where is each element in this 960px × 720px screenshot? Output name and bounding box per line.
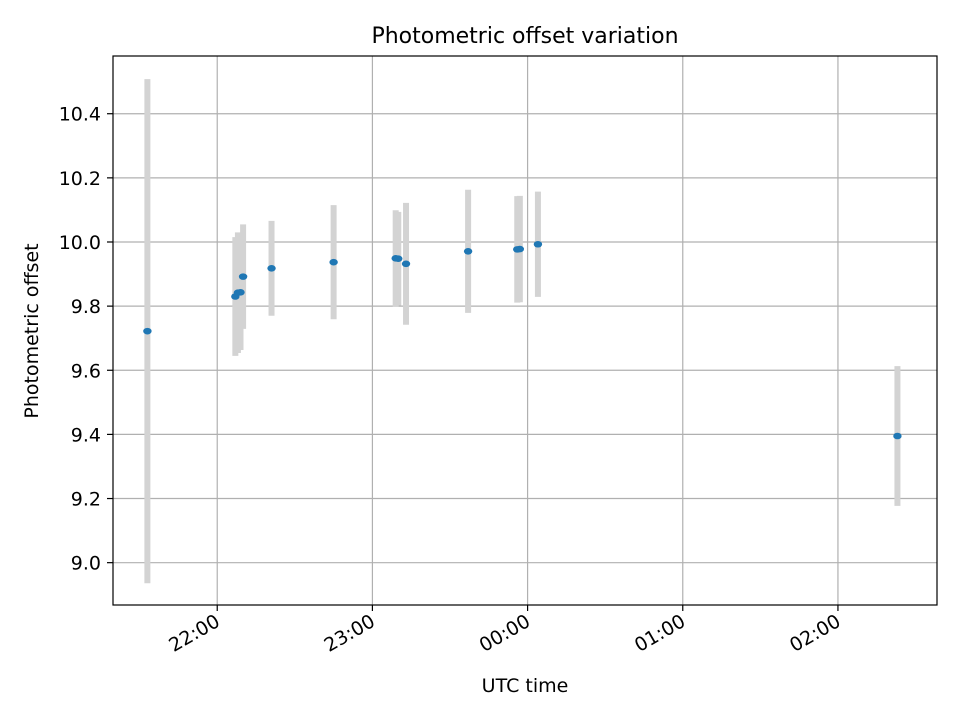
y-tick-label: 10.4: [59, 104, 101, 126]
y-axis-ticks: 9.0 9.2 9.4 9.6 9.8 10.0 10.2 10.4: [59, 104, 113, 575]
data-points: [143, 240, 902, 440]
y-tick-label: 9.0: [71, 553, 101, 575]
y-tick-label: 10.0: [59, 232, 101, 254]
data-point: [893, 432, 902, 440]
data-point: [533, 240, 543, 248]
x-axis-label: UTC time: [482, 675, 569, 697]
plot-frame: [112, 55, 938, 606]
y-tick-label: 9.2: [71, 489, 101, 511]
data-point: [267, 264, 276, 272]
y-tick-label: 10.2: [59, 168, 101, 190]
data-point: [463, 247, 473, 255]
data-point: [236, 289, 245, 296]
data-point: [238, 273, 248, 280]
chart-title: Photometric offset variation: [371, 24, 678, 49]
y-tick-label: 9.6: [71, 360, 101, 382]
data-point: [515, 245, 525, 253]
data-point: [394, 255, 403, 262]
data-point: [329, 258, 338, 266]
y-tick-label: 9.4: [71, 424, 101, 446]
y-axis-label: Photometric offset: [21, 243, 43, 418]
data-point: [401, 260, 411, 268]
y-tick-label: 9.8: [71, 296, 101, 318]
data-point: [143, 327, 152, 335]
grid: [113, 56, 937, 605]
